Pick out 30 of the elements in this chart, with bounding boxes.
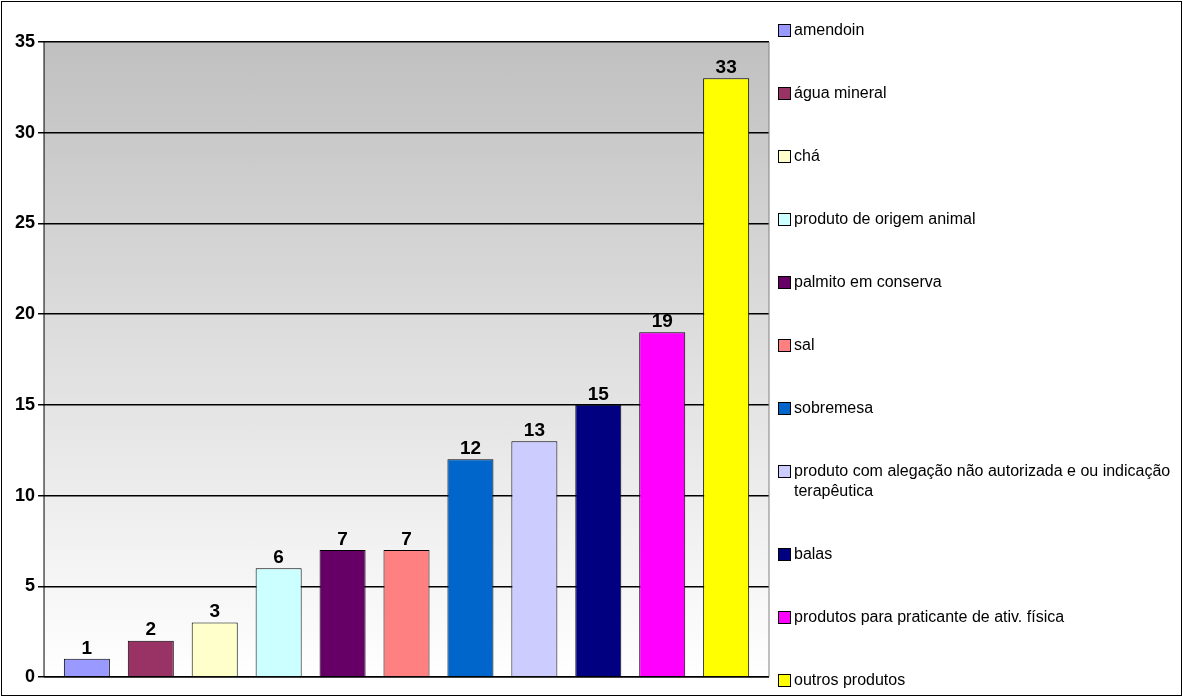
data-label: 12 [459, 437, 482, 459]
data-label: 19 [651, 310, 673, 332]
y-tick-label: 15 [14, 393, 36, 414]
data-label: 33 [715, 56, 737, 78]
legend-label: palmito em conserva [794, 272, 942, 292]
text: outros produtos [794, 670, 906, 690]
y-tick-label: 25 [14, 212, 36, 233]
legend-label: água mineral [794, 83, 887, 103]
y-tick-label: 20 [14, 303, 36, 324]
data-label: 7 [337, 527, 348, 549]
y-tick-label: 10 [14, 484, 36, 505]
legend-label: amendoin [794, 20, 865, 40]
data-label: 3 [209, 600, 221, 622]
data-label: 13 [523, 418, 545, 440]
legend-label: chá [794, 146, 820, 166]
data-label: 2 [145, 618, 157, 640]
y-tick-label: 0 [25, 665, 36, 686]
data-label: 7 [401, 527, 412, 549]
legend-label: sal [794, 335, 815, 355]
legend-label: produtos para praticante de ativ. física [794, 607, 1065, 627]
legend-label: sobremesa [794, 398, 874, 418]
data-label: 1 [81, 636, 93, 658]
legend-label: produto de origem animal [794, 209, 976, 229]
legend-label: produto com alegação não autorizada e ou indicação terapêutica [794, 461, 1172, 501]
legend-label: balas [794, 544, 833, 564]
data-label: 6 [273, 545, 284, 567]
y-tick-label: 5 [25, 575, 36, 596]
y-tick-label: 35 [14, 30, 36, 51]
y-tick-label: 30 [14, 121, 36, 142]
data-label: 15 [587, 382, 610, 404]
